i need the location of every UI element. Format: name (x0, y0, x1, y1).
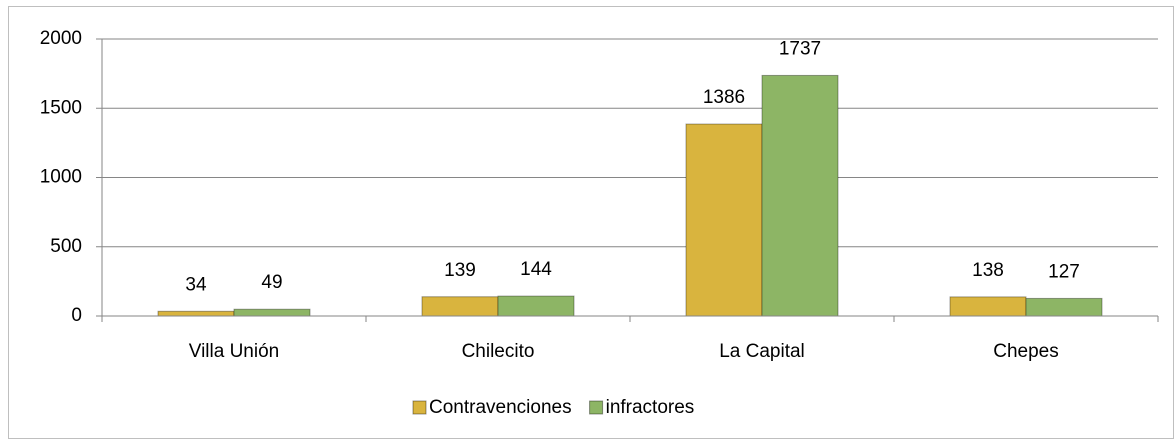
legend-swatch (589, 400, 604, 415)
y-tick-label: 500 (50, 236, 82, 257)
chart-frame (8, 6, 1174, 439)
legend-label: Contravenciones (429, 397, 572, 418)
value-label: 34 (185, 274, 207, 295)
x-tick-label: Chilecito (462, 341, 535, 362)
bar (233, 308, 311, 317)
legend-label: infractores (606, 397, 695, 418)
legend-swatch (412, 400, 427, 415)
value-label: 1386 (703, 87, 745, 108)
value-label: 139 (444, 260, 476, 281)
y-tick-label: 2000 (40, 28, 82, 49)
bar (157, 310, 235, 317)
value-label: 127 (1048, 261, 1080, 282)
y-tick-label: 1000 (40, 167, 82, 188)
bar (1025, 297, 1103, 317)
value-label: 49 (261, 272, 282, 293)
value-label: 1737 (779, 38, 821, 59)
x-tick-label: Villa Unión (189, 341, 279, 362)
value-label: 144 (520, 259, 552, 280)
bar (497, 295, 575, 317)
y-tick-label: 1500 (40, 97, 82, 118)
bar (685, 123, 763, 317)
value-label: 138 (972, 260, 1004, 281)
y-tick-label: 0 (71, 305, 82, 326)
bar (949, 296, 1027, 317)
bar (761, 74, 839, 317)
x-tick-label: Chepes (993, 341, 1059, 362)
bar (421, 296, 499, 317)
x-tick-label: La Capital (719, 341, 805, 362)
